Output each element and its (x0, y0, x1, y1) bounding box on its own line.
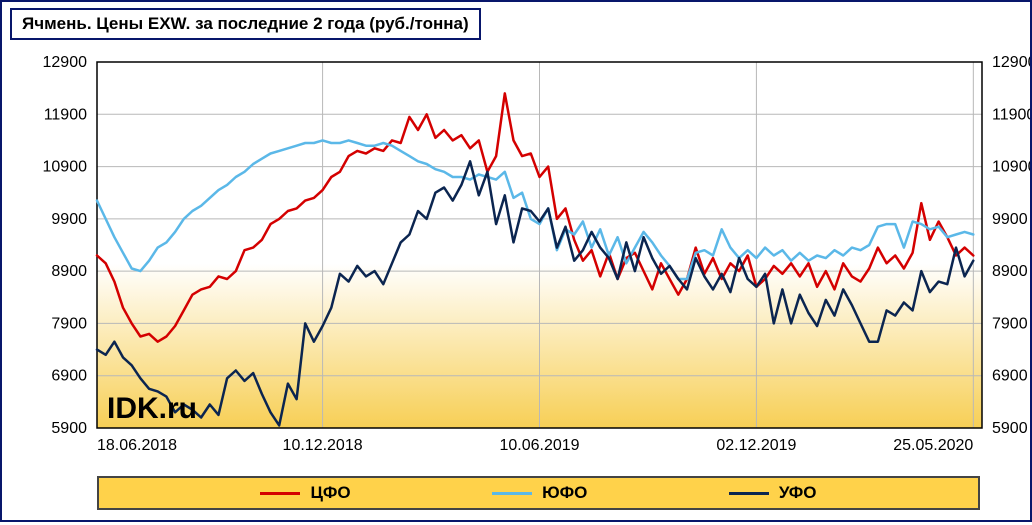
legend-swatch (729, 492, 769, 495)
svg-text:9900: 9900 (51, 211, 87, 228)
svg-text:10.12.2018: 10.12.2018 (283, 437, 363, 454)
plot-area: 5900 5900 6900 6900 7900 7900 8900 8900 9900 9900… (2, 2, 1030, 520)
legend: ЦФО ЮФО УФО (97, 476, 980, 510)
svg-text:6900: 6900 (992, 368, 1028, 385)
legend-label: ЦФО (310, 483, 350, 503)
svg-text:11900: 11900 (44, 106, 87, 123)
svg-text:9900: 9900 (992, 211, 1028, 228)
svg-text:7900: 7900 (51, 315, 87, 332)
svg-text:12900: 12900 (43, 54, 88, 71)
svg-text:6900: 6900 (51, 368, 87, 385)
legend-item: ЮФО (492, 483, 587, 503)
svg-text:8900: 8900 (51, 263, 87, 280)
legend-label: УФО (779, 483, 817, 503)
chart-frame: Ячмень. Цены EXW. за последние 2 года (р… (0, 0, 1032, 522)
svg-text:7900: 7900 (992, 315, 1028, 332)
svg-text:02.12.2019: 02.12.2019 (716, 437, 796, 454)
svg-text:5900: 5900 (51, 420, 87, 437)
svg-text:10.06.2019: 10.06.2019 (499, 437, 579, 454)
svg-text:10900: 10900 (992, 159, 1030, 176)
svg-text:18.06.2018: 18.06.2018 (97, 437, 177, 454)
legend-item: УФО (729, 483, 817, 503)
svg-text:12900: 12900 (992, 54, 1030, 71)
legend-label: ЮФО (542, 483, 587, 503)
chart-svg: 5900 5900 6900 6900 7900 7900 8900 8900 9900 9900… (2, 2, 1030, 520)
svg-text:8900: 8900 (992, 263, 1028, 280)
svg-text:5900: 5900 (992, 420, 1028, 437)
legend-item: ЦФО (260, 483, 350, 503)
legend-swatch (492, 492, 532, 495)
svg-text:25.05.2020: 25.05.2020 (893, 437, 973, 454)
svg-text:10900: 10900 (43, 159, 88, 176)
legend-swatch (260, 492, 300, 495)
svg-text:11900: 11900 (992, 106, 1030, 123)
